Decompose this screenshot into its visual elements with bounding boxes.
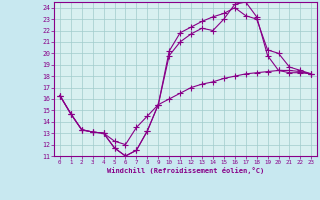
- X-axis label: Windchill (Refroidissement éolien,°C): Windchill (Refroidissement éolien,°C): [107, 167, 264, 174]
